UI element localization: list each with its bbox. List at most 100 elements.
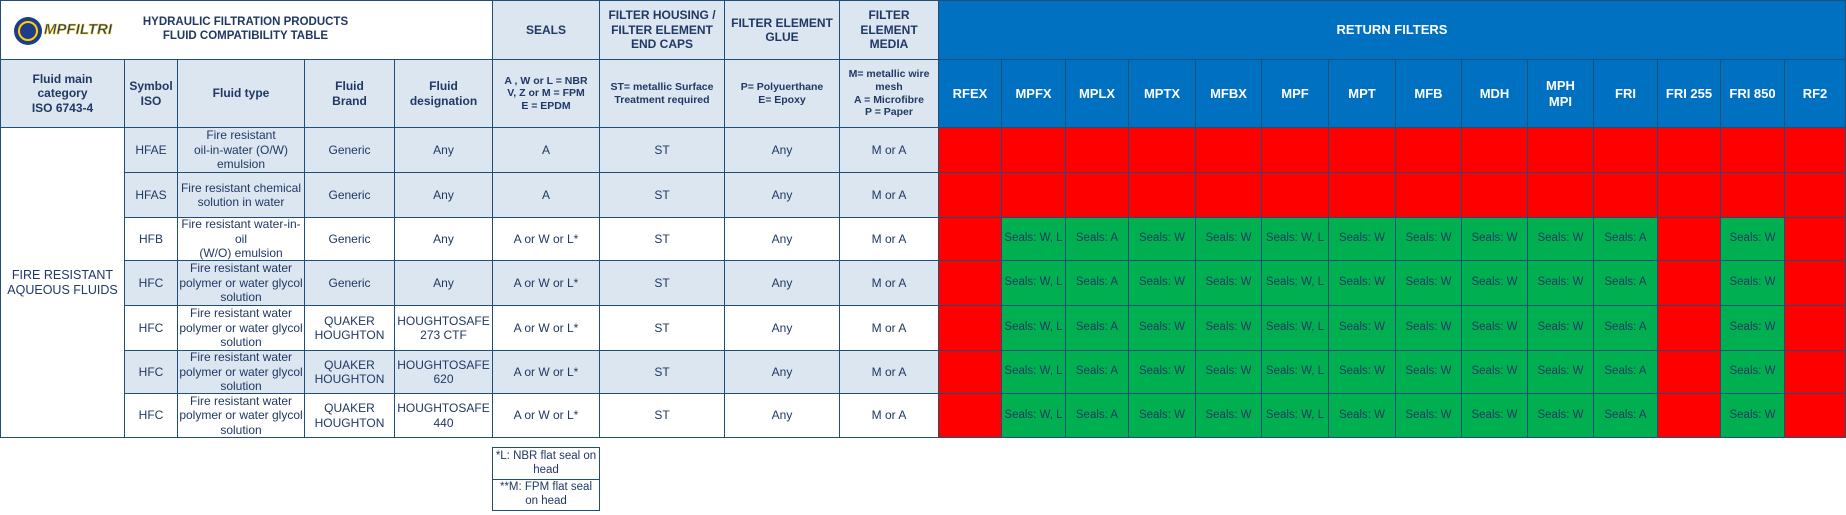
data-cell: M or A <box>839 305 939 351</box>
incompatible-cell <box>1461 127 1528 173</box>
data-cell: ST <box>599 393 725 438</box>
compatible-cell: Seals: W <box>1527 217 1594 261</box>
incompatible-cell <box>1001 172 1066 218</box>
data-cell: Fire resistant oil-in-water (O/W) emulsi… <box>177 127 305 173</box>
compatible-cell: Seals: W, L <box>1001 217 1066 261</box>
incompatible-cell <box>1657 305 1721 351</box>
compatible-cell: Seals: W <box>1395 350 1462 394</box>
filter-header: MFB <box>1395 59 1462 128</box>
column-header: Fluid type <box>177 59 305 128</box>
data-cell: ST <box>599 305 725 351</box>
data-cell: ST <box>599 350 725 394</box>
compatible-cell: Seals: W <box>1328 393 1396 438</box>
compatible-cell: Seals: W <box>1720 393 1785 438</box>
incompatible-cell <box>1261 172 1329 218</box>
filter-header: RFEX <box>938 59 1002 128</box>
compatible-cell: Seals: A <box>1593 350 1658 394</box>
data-cell: HFAE <box>124 127 178 173</box>
compatible-cell: Seals: W <box>1395 393 1462 438</box>
compatible-cell: Seals: W, L <box>1001 305 1066 351</box>
data-cell: A or W or L* <box>492 260 600 306</box>
compatible-cell: Seals: A <box>1593 393 1658 438</box>
compatible-cell: Seals: W <box>1461 305 1528 351</box>
column-header: Fluid main category ISO 6743-4 <box>0 59 125 128</box>
incompatible-cell <box>1784 305 1846 351</box>
incompatible-cell <box>1657 260 1721 306</box>
compatible-cell: Seals: A <box>1593 305 1658 351</box>
filter-header: FRI 850 <box>1720 59 1785 128</box>
column-header: M= metallic wire mesh A = Microfibre P =… <box>839 59 939 128</box>
compatible-cell: Seals: W <box>1720 260 1785 306</box>
data-cell: Generic <box>304 217 395 261</box>
data-cell: A or W or L* <box>492 305 600 351</box>
incompatible-cell <box>1784 393 1846 438</box>
incompatible-cell <box>938 260 1002 306</box>
incompatible-cell <box>938 305 1002 351</box>
filter-header: MFBX <box>1195 59 1262 128</box>
incompatible-cell <box>938 172 1002 218</box>
incompatible-cell <box>1784 350 1846 394</box>
compatible-cell: Seals: W <box>1195 393 1262 438</box>
logo-ring <box>18 21 38 41</box>
data-cell: HFB <box>124 217 178 261</box>
incompatible-cell <box>938 217 1002 261</box>
incompatible-cell <box>1784 217 1846 261</box>
return-filters-header: RETURN FILTERS <box>938 0 1846 60</box>
compatible-cell: Seals: W <box>1328 217 1396 261</box>
data-cell: QUAKER HOUGHTON <box>304 393 395 438</box>
incompatible-cell <box>1395 172 1462 218</box>
compatible-cell: Seals: W <box>1395 217 1462 261</box>
compatible-cell: Seals: W <box>1527 260 1594 306</box>
incompatible-cell <box>1527 172 1594 218</box>
compatible-cell: Seals: A <box>1065 350 1129 394</box>
incompatible-cell <box>1720 127 1785 173</box>
data-cell: Any <box>394 217 493 261</box>
data-cell: A or W or L* <box>492 350 600 394</box>
incompatible-cell <box>1195 127 1262 173</box>
incompatible-cell <box>1657 217 1721 261</box>
compatible-cell: Seals: W, L <box>1001 260 1066 306</box>
media-header: FILTER ELEMENT MEDIA <box>839 0 939 60</box>
data-cell: Generic <box>304 172 395 218</box>
incompatible-cell <box>1657 393 1721 438</box>
incompatible-cell <box>1395 127 1462 173</box>
compatible-cell: Seals: W, L <box>1261 217 1329 261</box>
compatible-cell: Seals: W <box>1128 260 1196 306</box>
incompatible-cell <box>1593 172 1658 218</box>
compatible-cell: Seals: W <box>1720 305 1785 351</box>
compatible-cell: Seals: W, L <box>1261 260 1329 306</box>
filter-header: FRI 255 <box>1657 59 1721 128</box>
data-cell: QUAKER HOUGHTON <box>304 350 395 394</box>
data-cell: M or A <box>839 217 939 261</box>
incompatible-cell <box>1065 172 1129 218</box>
compatible-cell: Seals: W <box>1328 350 1396 394</box>
incompatible-cell <box>1195 172 1262 218</box>
compatible-cell: Seals: W <box>1461 393 1528 438</box>
incompatible-cell <box>1593 127 1658 173</box>
incompatible-cell <box>1261 127 1329 173</box>
data-cell: M or A <box>839 393 939 438</box>
data-cell: A <box>492 127 600 173</box>
compatible-cell: Seals: W <box>1195 350 1262 394</box>
data-cell: Fire resistant chemical solution in wate… <box>177 172 305 218</box>
data-cell: M or A <box>839 127 939 173</box>
data-cell: HFAS <box>124 172 178 218</box>
compatible-cell: Seals: W, L <box>1001 350 1066 394</box>
data-cell: Any <box>724 260 840 306</box>
compatible-cell: Seals: W <box>1128 217 1196 261</box>
data-cell: Any <box>724 305 840 351</box>
footnote: *L: NBR flat seal on head <box>492 447 600 480</box>
column-header: Fluid Brand <box>304 59 395 128</box>
footnote: **M: FPM flat seal on head <box>492 479 600 511</box>
incompatible-cell <box>1657 127 1721 173</box>
compatible-cell: Seals: W, L <box>1261 393 1329 438</box>
data-cell: M or A <box>839 350 939 394</box>
data-cell: ST <box>599 127 725 173</box>
data-cell: Any <box>394 127 493 173</box>
incompatible-cell <box>1784 172 1846 218</box>
compatible-cell: Seals: W <box>1128 305 1196 351</box>
incompatible-cell <box>938 393 1002 438</box>
compatible-cell: Seals: W <box>1461 350 1528 394</box>
filter-header: MPF <box>1261 59 1329 128</box>
column-header: Fluid designation <box>394 59 493 128</box>
